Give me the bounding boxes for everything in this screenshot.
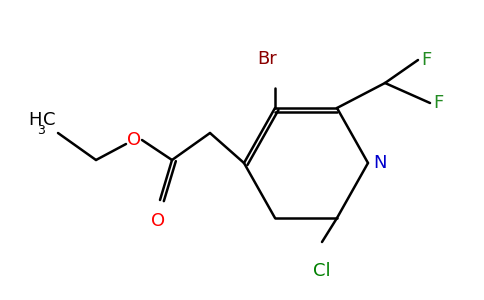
Text: F: F	[433, 94, 443, 112]
Text: N: N	[373, 154, 387, 172]
Text: 3: 3	[37, 124, 45, 137]
Text: Cl: Cl	[313, 262, 331, 280]
Text: H: H	[28, 111, 42, 129]
Text: Br: Br	[257, 50, 277, 68]
Text: F: F	[421, 51, 431, 69]
Text: O: O	[151, 212, 165, 230]
Text: C: C	[43, 111, 56, 129]
Text: O: O	[127, 131, 141, 149]
